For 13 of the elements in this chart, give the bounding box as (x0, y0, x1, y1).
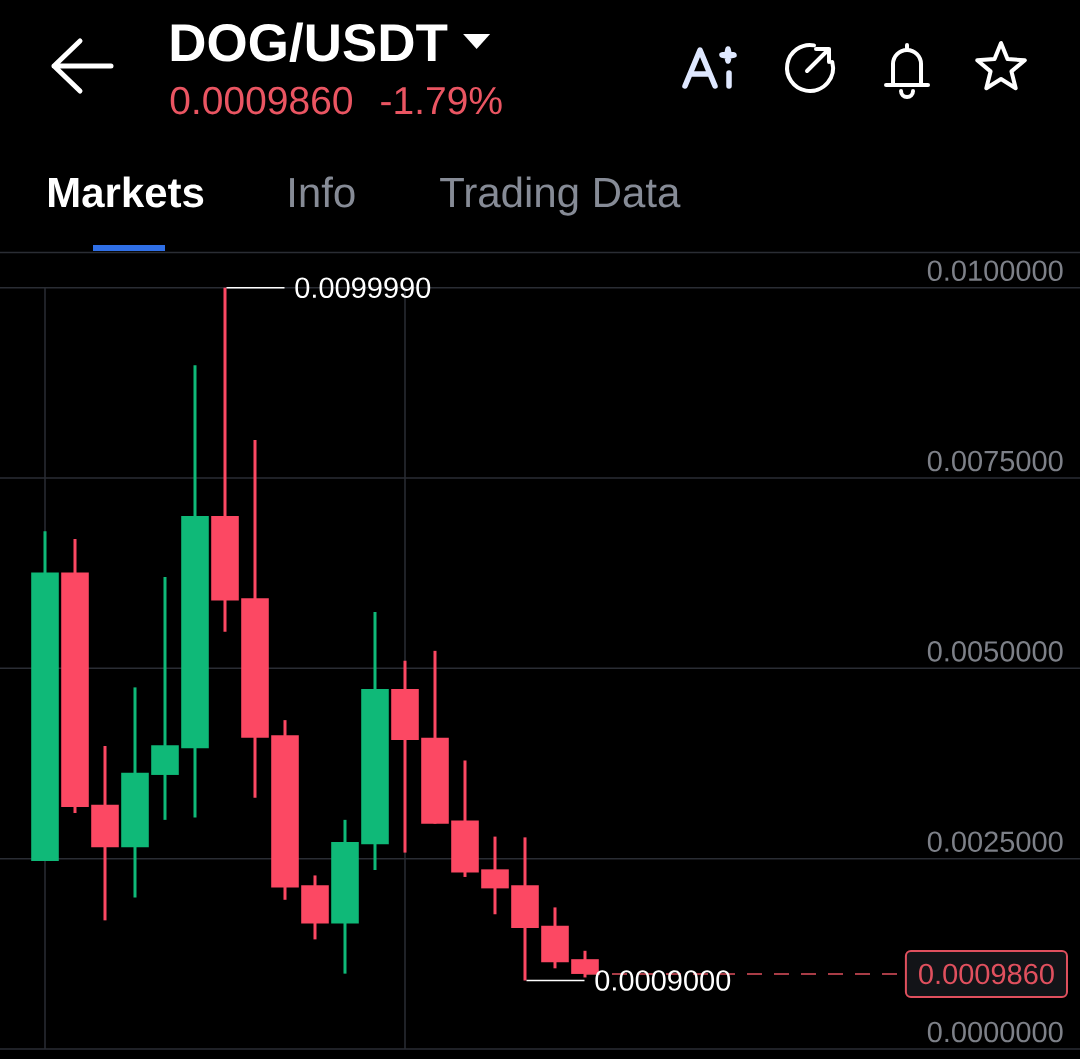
annotation: 0.0099990 (295, 277, 431, 299)
annotation: 0.0009000 (595, 970, 731, 991)
text: Info (290, 176, 355, 208)
y-tick-label: 0.0075000 (927, 450, 1063, 472)
y-tick-label: 0.0050000 (927, 641, 1063, 662)
y-tick-label: 0.0100000 (927, 260, 1063, 281)
text: Markets (49, 176, 204, 208)
y-tick-label: 0.0025000 (927, 831, 1063, 852)
ref-line-label: 0.0009860 (919, 963, 1054, 985)
chart-title: DOG/USDT (171, 22, 448, 63)
chart-subtitle: 0.0009860 -1.79% (170, 86, 502, 115)
text: Trading Data (440, 176, 681, 216)
y-tick-label: 0.0000000 (927, 1021, 1063, 1043)
